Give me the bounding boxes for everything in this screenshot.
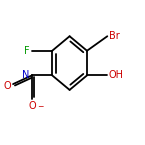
Text: −: − [37, 102, 44, 111]
Text: Br: Br [109, 31, 120, 41]
Text: OH: OH [109, 70, 124, 80]
Text: O: O [28, 101, 36, 111]
Text: N: N [22, 70, 30, 80]
Text: O: O [3, 81, 11, 90]
Text: F: F [24, 46, 30, 56]
